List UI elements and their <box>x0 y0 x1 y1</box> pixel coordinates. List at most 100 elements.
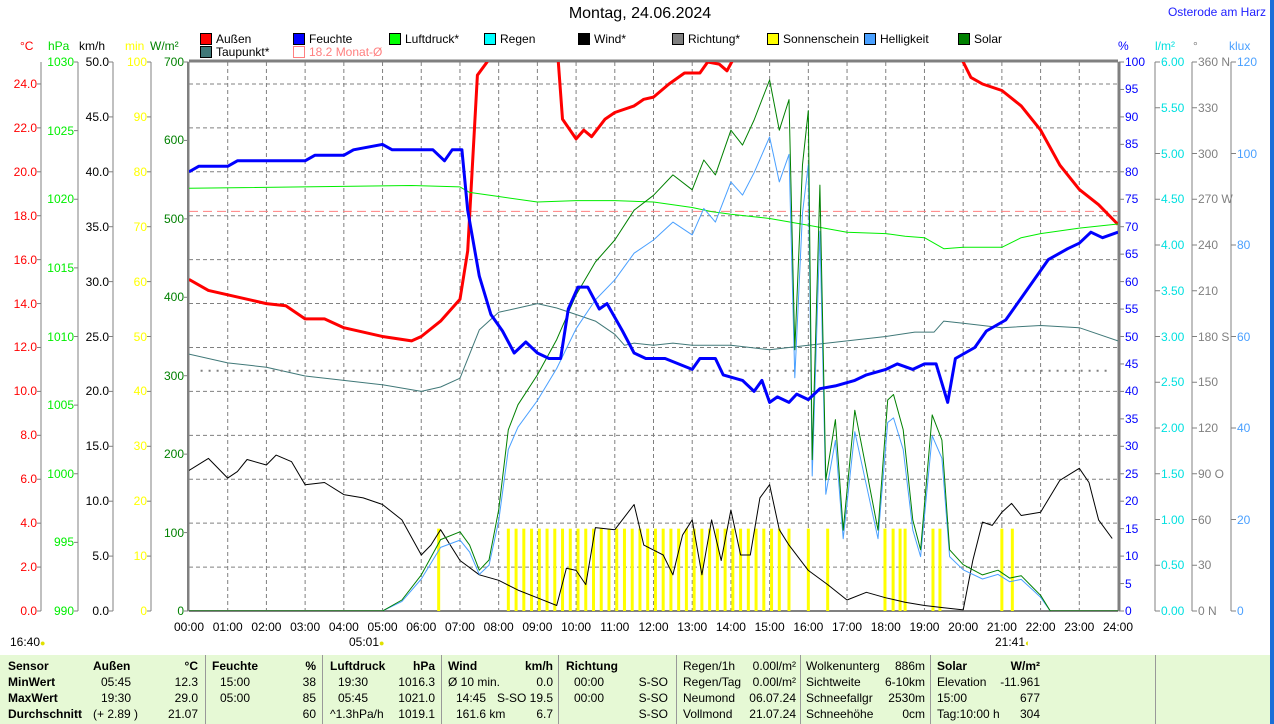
tick-label-temp: 4.0 <box>20 516 37 531</box>
table-separator <box>322 655 323 724</box>
table-cell-value: 38 <box>302 675 316 689</box>
axis-unit-wind: km/h <box>79 39 106 53</box>
sunshine-bar <box>661 528 665 611</box>
legend-swatch <box>389 33 401 45</box>
tick-label-humidity: 95 <box>1125 82 1139 97</box>
table-cell-label: 05:45 <box>101 675 132 689</box>
table-cell-label: 15:00 <box>937 691 968 705</box>
weather-chart <box>37 59 1236 612</box>
sunshine-bar <box>437 528 441 611</box>
table-cell-label: Regen/Tag <box>683 675 742 689</box>
table-cell-value: 0.00l/m² <box>752 675 796 689</box>
sunshine-bar <box>622 528 626 611</box>
table-cell-label: MaxWert <box>8 691 58 705</box>
tick-label-solar: 600 <box>163 133 184 148</box>
table-header: Außen <box>93 659 131 673</box>
tick-label-humidity: 40 <box>1125 384 1139 399</box>
table-cell-value: -11.961 <box>1000 675 1040 689</box>
table-separator <box>205 655 206 724</box>
table-header: Sensor <box>8 659 49 673</box>
tick-label-humidity: 25 <box>1125 466 1139 481</box>
table-cell-value: 886m <box>894 659 925 673</box>
tick-label-temp: 14.0 <box>13 296 37 311</box>
tick-label-sunshine: 70 <box>133 219 147 234</box>
sunshine-bar <box>506 528 510 611</box>
tick-label-wind: 40.0 <box>85 164 109 179</box>
table-cell-value: S-SO 19.5 <box>496 691 553 705</box>
sunshine-bar <box>692 528 696 611</box>
x-tick-label: 04:00 <box>328 620 359 634</box>
sunshine-bar <box>537 528 541 611</box>
tick-label-lux: 20 <box>1237 512 1251 527</box>
table-cell-label: Neumond <box>683 691 736 705</box>
tick-label-temp: 8.0 <box>20 428 37 443</box>
tick-label-temp: 2.0 <box>20 560 37 575</box>
axis-unit-pressure: hPa <box>48 39 70 53</box>
sunshine-bar <box>646 528 650 611</box>
legend-swatch <box>200 33 212 45</box>
tick-label-solar: 700 <box>163 55 184 69</box>
x-tick-label: 17:00 <box>832 620 863 634</box>
sun-icon: ● <box>40 638 46 648</box>
sunshine-bar <box>514 528 518 611</box>
table-cell-value: 60 <box>302 707 316 721</box>
tick-label-humidity: 100 <box>1125 55 1146 69</box>
current-time-label: 16:40 <box>10 635 41 649</box>
tick-label-humidity: 85 <box>1125 137 1139 152</box>
tick-label-direction: 330 <box>1198 100 1219 115</box>
tick-label-direction: 240 <box>1198 238 1219 252</box>
table-cell-value: 304 <box>1019 707 1040 721</box>
sunshine-bar <box>708 528 712 611</box>
x-tick-label: 02:00 <box>251 620 282 634</box>
sunshine-bar <box>770 528 774 611</box>
table-cell-label: Sichtweite <box>806 675 861 689</box>
table-cell-label: 00:00 <box>574 675 605 689</box>
tick-label-wind: 20.0 <box>85 384 109 399</box>
x-tick-label: 10:00 <box>561 620 592 634</box>
tick-label-wind: 0.0 <box>92 604 109 618</box>
tick-label-rain: 1.00 <box>1161 512 1185 527</box>
table-separator <box>930 655 931 724</box>
series-line-helligkeit <box>189 136 1118 611</box>
legend-swatch <box>293 33 305 45</box>
table-cell-value: 85 <box>302 691 316 705</box>
tick-label-sunshine: 100 <box>126 55 147 69</box>
table-cell-label: Vollmond <box>683 707 733 721</box>
series-line-außen <box>189 62 1118 343</box>
tick-label-temp: 16.0 <box>13 252 37 267</box>
table-cell-label: 19:30 <box>338 675 369 689</box>
table-cell-value: S-SO <box>638 675 668 689</box>
table-header-unit: hPa <box>412 659 435 673</box>
sunrise-marker: 05:01● <box>349 636 384 649</box>
tick-label-wind: 25.0 <box>85 329 109 344</box>
legend-item: Regen <box>484 32 535 46</box>
table-cell-label: 05:00 <box>220 691 251 705</box>
tick-label-rain: 4.50 <box>1161 192 1185 207</box>
x-tick-label: 16:00 <box>793 620 824 634</box>
tick-label-sunshine: 40 <box>133 384 147 399</box>
table-separator <box>558 655 559 724</box>
axis-unit-sunshine: min <box>125 39 145 53</box>
table-cell-value: 21.07.24 <box>749 707 796 721</box>
tick-label-humidity: 15 <box>1125 521 1139 536</box>
legend-label: Regen <box>500 32 536 46</box>
tick-label-lux: 80 <box>1237 238 1251 252</box>
window-edge <box>1270 0 1274 724</box>
sunrise-time: 05:01 <box>349 635 380 649</box>
table-header-unit: W/m² <box>1010 659 1040 673</box>
series-line-wind <box>189 454 1113 611</box>
tick-label-direction: 360 N <box>1198 55 1231 69</box>
tick-label-humidity: 10 <box>1125 549 1139 564</box>
sunshine-bar <box>561 528 565 611</box>
tick-label-direction: 30 <box>1198 558 1212 573</box>
tick-label-solar: 100 <box>163 525 184 540</box>
table-cell-value: 1016.3 <box>398 675 435 689</box>
sunshine-bar <box>826 528 830 611</box>
table-cell-value: 06.07.24 <box>749 691 796 705</box>
legend-label: Richtung* <box>688 32 741 46</box>
tick-label-lux: 40 <box>1237 421 1251 435</box>
sunrise-icon: ● <box>379 638 385 648</box>
table-header-unit: °C <box>184 659 198 673</box>
table-cell-value: 0cm <box>902 707 925 721</box>
table-cell-value: 21.07 <box>167 707 198 721</box>
